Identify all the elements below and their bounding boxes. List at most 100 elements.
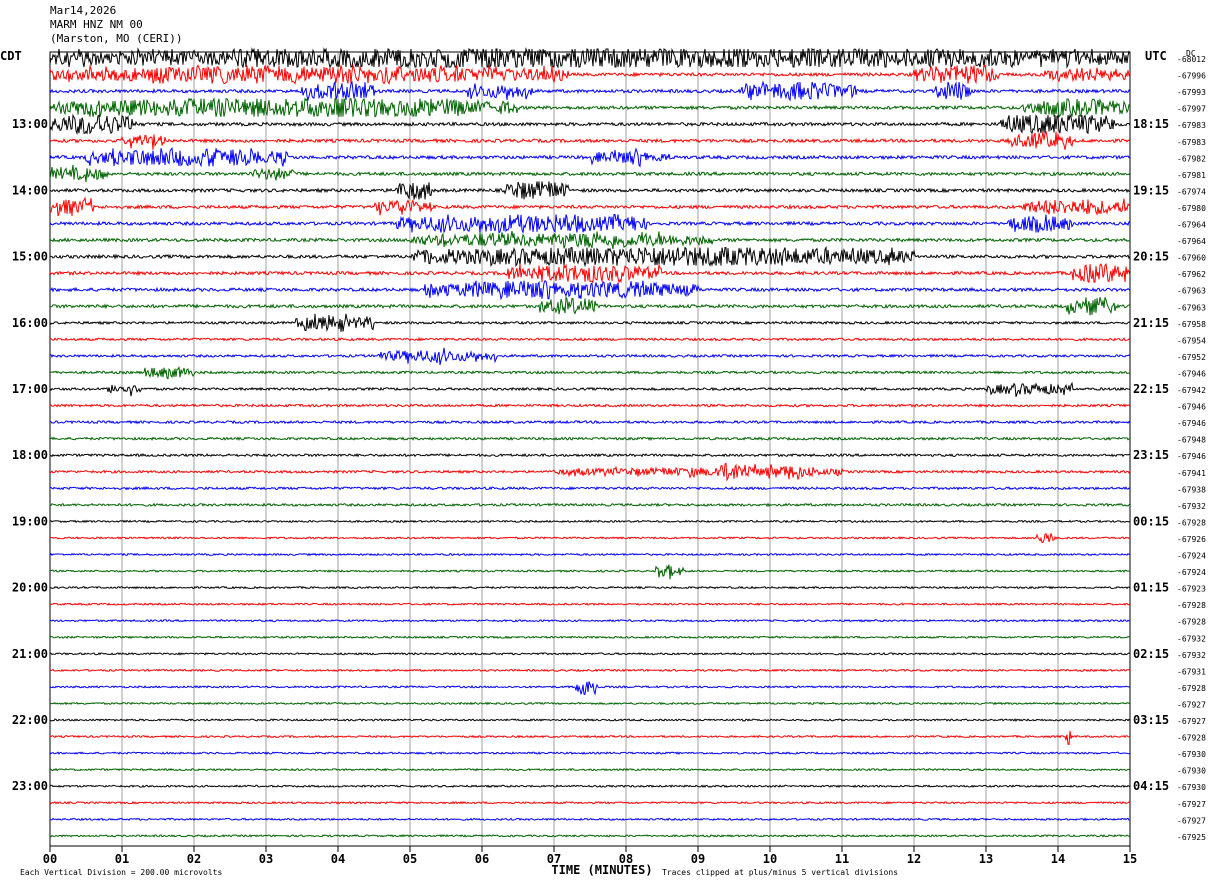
seismic-trace <box>49 462 1131 482</box>
x-tick-label: 00 <box>43 852 57 866</box>
seismic-trace <box>49 751 1131 756</box>
seismic-trace <box>49 602 1131 606</box>
dc-offset-label: -67925 <box>1177 833 1206 842</box>
utc-hour-label: 03:15 <box>1133 713 1169 727</box>
seismic-trace <box>49 130 1131 150</box>
x-axis-title: TIME (MINUTES) <box>551 863 652 877</box>
cdt-hour-label: 20:00 <box>12 581 48 595</box>
seismic-trace <box>49 651 1131 656</box>
dc-offset-label: -67942 <box>1177 386 1206 395</box>
cdt-timezone-label: CDT <box>0 49 22 63</box>
seismic-trace <box>49 295 1131 316</box>
dc-offset-label: -67964 <box>1177 237 1206 246</box>
dc-offset-label: -67981 <box>1177 171 1206 180</box>
dc-offset-label: -67928 <box>1177 518 1206 527</box>
label-group: 00 01 02 03 04 05 06 07 08 09 10 11 12 13 14 15 -68012 -6… <box>0 49 1206 877</box>
dc-offset-label: -67928 <box>1177 618 1206 627</box>
seismic-trace <box>49 701 1131 706</box>
seismic-trace <box>49 502 1131 508</box>
utc-hour-label: 18:15 <box>1133 117 1169 131</box>
x-tick-label: 13 <box>979 852 993 866</box>
dc-offset-label: -67946 <box>1177 369 1206 378</box>
seismic-trace <box>49 452 1131 458</box>
dc-offset-label: -67927 <box>1177 816 1206 825</box>
seismic-trace <box>49 834 1131 838</box>
dc-offset-label: -67946 <box>1177 419 1206 428</box>
dc-offset-label: -67932 <box>1177 651 1206 660</box>
seismic-trace <box>50 585 1131 590</box>
seismic-trace <box>49 718 1131 722</box>
seismic-trace <box>49 519 1131 524</box>
seismic-trace <box>49 147 1131 168</box>
dc-offset-label: -67932 <box>1177 634 1206 643</box>
dc-offset-label: -67963 <box>1177 287 1206 296</box>
utc-hour-label: 22:15 <box>1133 382 1169 396</box>
x-tick-label: 09 <box>691 852 705 866</box>
station-code: MARM HNZ NM 00 <box>50 18 143 31</box>
cdt-hour-label: 14:00 <box>12 183 48 197</box>
cdt-hour-label: 18:00 <box>12 448 48 462</box>
dc-offset-label: -67931 <box>1177 667 1206 676</box>
seismic-trace <box>50 365 1131 380</box>
seismic-trace <box>49 164 1131 183</box>
dc-offset-label: -67958 <box>1177 320 1206 329</box>
dc-offset-label: -67928 <box>1177 601 1206 610</box>
dc-offset-label: -67926 <box>1177 535 1206 544</box>
x-tick-label: 07 <box>547 852 561 866</box>
x-tick-label: 03 <box>259 852 273 866</box>
x-tick-label: 05 <box>403 852 417 866</box>
vertical-division-note: Each Vertical Division = 200.00 microvol… <box>20 868 222 877</box>
seismic-trace <box>49 730 1131 746</box>
trace-group <box>49 47 1131 838</box>
seismic-trace <box>49 381 1131 397</box>
seismic-trace <box>49 336 1131 342</box>
cdt-hour-label: 23:00 <box>12 779 48 793</box>
seismic-trace <box>49 47 1131 69</box>
chart-date: Mar14,2026 <box>50 4 117 17</box>
dc-offset-label: -67983 <box>1177 138 1206 147</box>
seismic-trace <box>49 817 1130 822</box>
utc-hour-label: 19:15 <box>1133 183 1169 197</box>
seismic-trace <box>49 800 1131 805</box>
utc-hour-label: 20:15 <box>1133 250 1169 264</box>
seismic-trace <box>49 552 1131 557</box>
x-tick-label: 15 <box>1123 852 1137 866</box>
x-tick-label: 02 <box>187 852 201 866</box>
dc-offset-label: -67948 <box>1177 436 1206 445</box>
x-tick-label: 08 <box>619 852 633 866</box>
dc-offset-label: -67946 <box>1177 452 1206 461</box>
dc-offset-label: -67980 <box>1177 204 1206 213</box>
seismic-trace <box>49 80 1131 102</box>
dc-offset-label: -67993 <box>1177 88 1206 97</box>
utc-hour-label: 01:15 <box>1133 581 1169 595</box>
dc-offset-label: -67946 <box>1177 403 1206 412</box>
dc-offset-label: -67930 <box>1177 783 1206 792</box>
dc-offset-label: -67927 <box>1177 700 1206 709</box>
utc-hour-label: 23:15 <box>1133 448 1169 462</box>
dc-offset-label: -67952 <box>1177 353 1206 362</box>
seismic-trace <box>49 245 1131 268</box>
seismic-trace <box>49 97 1131 119</box>
cdt-hour-label: 22:00 <box>12 713 48 727</box>
seismic-trace <box>49 668 1131 673</box>
seismic-trace <box>49 403 1131 408</box>
seismic-trace <box>49 564 1131 580</box>
dc-offset-label: -67964 <box>1177 221 1206 230</box>
dc-offset-label: -67960 <box>1177 254 1206 263</box>
seismic-trace <box>49 767 1131 772</box>
station-location: (Marston, MO (CERI)) <box>50 32 183 45</box>
seismic-trace <box>49 231 1131 250</box>
x-tick-label: 12 <box>907 852 921 866</box>
time-grid <box>49 51 1131 852</box>
utc-hour-label: 04:15 <box>1133 779 1169 793</box>
utc-hour-label: 00:15 <box>1133 514 1169 528</box>
dc-offset-label: -67997 <box>1177 105 1206 114</box>
seismic-trace <box>49 784 1131 789</box>
dc-offset-label: -67954 <box>1177 336 1206 345</box>
seismic-trace <box>49 63 1131 85</box>
dc-offset-label: -67974 <box>1177 187 1206 196</box>
dc-offset-label: -68012 <box>1177 55 1206 64</box>
dc-offset-label: -67996 <box>1177 72 1206 81</box>
seismic-trace <box>49 681 1131 696</box>
